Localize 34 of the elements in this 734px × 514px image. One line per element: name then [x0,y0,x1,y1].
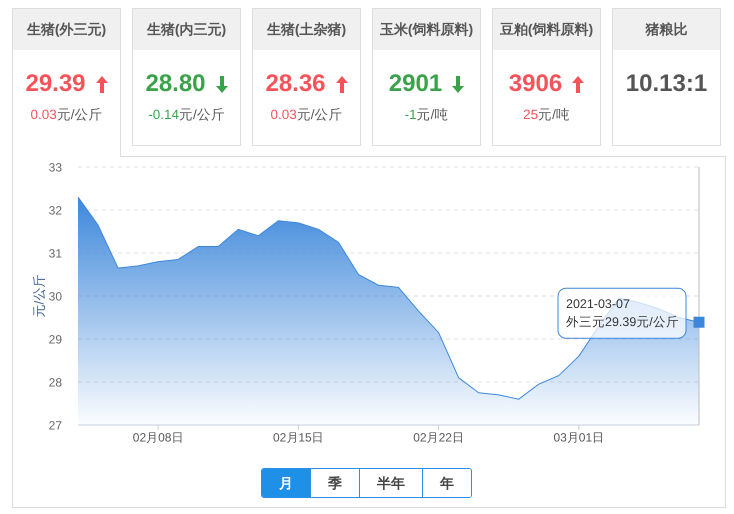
text: 29.39 [25,69,86,99]
text: 10.13:1 [626,69,708,99]
text: 2901 [388,69,442,99]
data-label: 0.03元/公斤 [29,106,104,124]
y-tick-label: 27 [48,418,62,432]
text: 月 [262,469,310,497]
category-label: 生猪(内三元) [133,9,240,50]
category-label: 豆粕(饲料原料) [493,9,600,50]
category-label: 生猪(外三元) [13,9,120,50]
category-label: 猪粮比 [613,9,720,50]
y-tick-label: 33 [48,160,62,174]
text: 半年 [359,469,422,497]
category-label: 生猪(土杂猪) [253,9,360,50]
text: 28.36 [265,69,326,99]
annotation: 2021-03-07 外三元29.39元/公斤 [566,296,679,329]
x-tick-label: 02月08日 [132,430,184,444]
text: 28.80 [145,69,206,99]
y-tick-label: 32 [48,202,62,217]
text: 年 [422,469,471,497]
y-tick-label: 29 [48,332,62,346]
data-label: -1元/吨 [404,106,450,124]
data-label: 0.03元/公斤 [269,106,344,124]
y-tick-label: 31 [48,246,62,260]
text: 季 [310,469,359,497]
data-label: -0.14元/公斤 [147,106,226,124]
data-label: 25元/吨 [522,106,571,124]
y-tick-label: 28 [48,374,62,389]
text: 3906 [508,69,562,99]
x-tick-label: 02月22日 [413,430,464,444]
x-tick-label: 02月15日 [273,430,324,444]
y-axis-title: 元/公斤 [32,274,47,317]
x-tick-label: 03月01日 [553,430,604,444]
y-tick-label: 30 [48,288,62,303]
category-label: 玉米(饲料原料) [373,9,480,50]
